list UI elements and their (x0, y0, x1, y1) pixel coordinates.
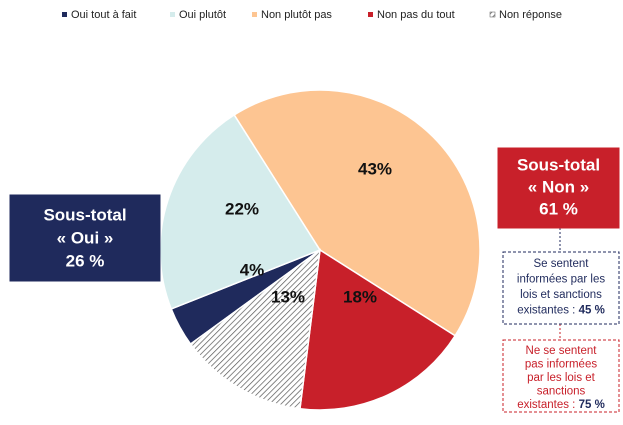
annotation-text: existantes : 75 % (517, 399, 605, 411)
annotation-highlight: 45 % (579, 305, 605, 317)
slice-label: 13% (271, 287, 305, 306)
legend-marker (368, 12, 373, 17)
annotation-text: 26 % (66, 251, 105, 270)
annotation-text: Se sentent (534, 258, 590, 270)
pie-slice (189, 248, 321, 410)
annotation-text: informées par les (517, 274, 605, 286)
pie-slice (233, 89, 481, 337)
annotation-box (502, 339, 620, 413)
legend-marker (252, 12, 257, 17)
legend-label: Oui tout à fait (71, 9, 136, 21)
annotation-text: Sous-total (517, 155, 600, 174)
legend-marker (489, 11, 496, 18)
annotation-text: « Oui » (57, 228, 114, 247)
slice-label: 22% (225, 199, 259, 218)
annotation-highlight: 75 % (579, 399, 605, 411)
legend-marker (62, 12, 67, 17)
annotation-text: 61 % (539, 199, 578, 218)
pie-slice (159, 113, 322, 310)
annotation-box (497, 147, 620, 229)
legend-marker (170, 12, 175, 17)
legend-label: Oui plutôt (179, 9, 226, 21)
legend-label: Non plutôt pas (261, 9, 332, 21)
slice-label: 4% (240, 260, 265, 279)
annotation-text: existantes : (517, 305, 578, 317)
pie-slice (299, 248, 457, 411)
annotation-text: existantes : (517, 399, 578, 411)
slice-label: 18% (343, 287, 377, 306)
annotation-text: pas informées (525, 359, 597, 371)
annotation-text: par les lois et (527, 372, 596, 384)
annotation-text: Sous-total (43, 205, 126, 224)
annotation-text: Ne se sentent (526, 345, 598, 357)
slice-label: 43% (358, 159, 392, 178)
annotation-box (9, 194, 161, 282)
annotation-box (502, 251, 620, 325)
annotation-text: « Non » (528, 177, 589, 196)
annotation-text: existantes : 45 % (517, 305, 605, 317)
annotation-text: lois et sanctions (520, 289, 602, 301)
annotation-text: sanctions (537, 386, 586, 398)
legend-label: Non réponse (499, 9, 562, 21)
legend-label: Non pas du tout (377, 9, 455, 21)
